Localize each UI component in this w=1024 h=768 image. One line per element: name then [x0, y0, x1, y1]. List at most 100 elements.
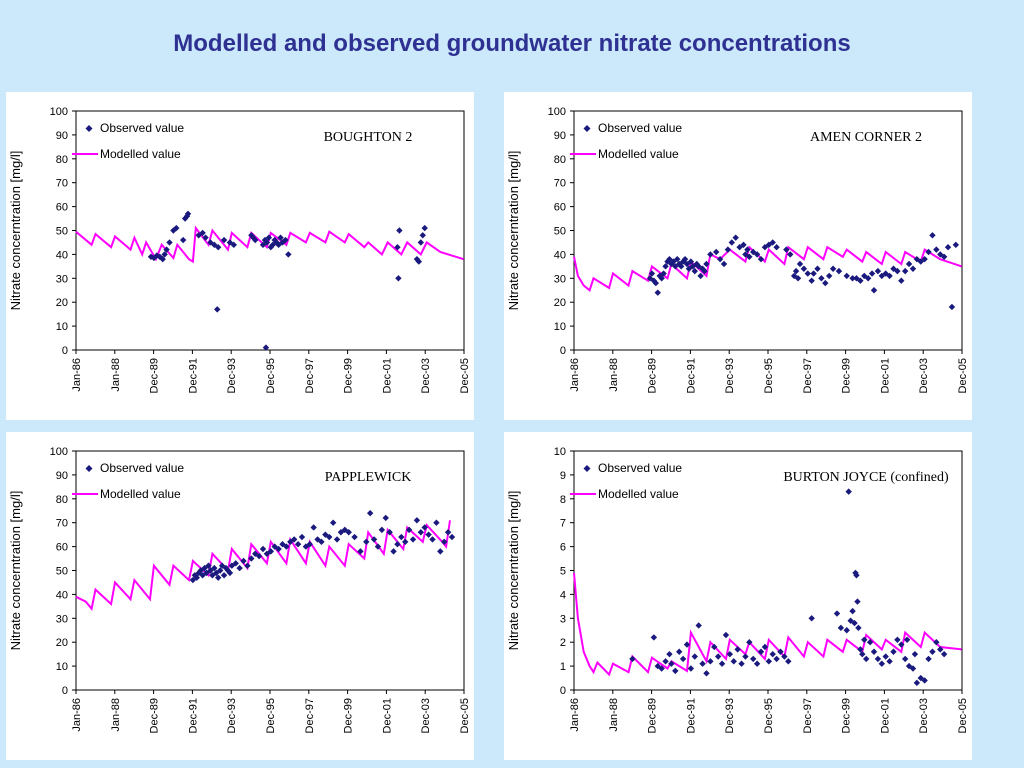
y-tick-label: 70 — [56, 518, 68, 530]
observed-point — [444, 529, 452, 536]
observed-point — [378, 526, 386, 534]
observed-point — [734, 646, 741, 653]
x-tick-label: Dec-05 — [459, 358, 471, 393]
observed-point — [878, 660, 886, 667]
x-tick-label: Jan-88 — [110, 698, 122, 732]
observed-point — [730, 658, 737, 665]
legend-observed-label: Observed value — [100, 121, 184, 135]
observed-point — [271, 236, 278, 244]
observed-point — [794, 275, 802, 282]
observed-point — [757, 648, 765, 655]
observed-point — [437, 548, 444, 555]
chart-svg: 0 10 20 30 40 50 60 70 80 90 100 Jan-86 Jan-88 Dec-89… — [8, 106, 471, 393]
observed-point — [773, 655, 780, 663]
observed-point — [215, 244, 222, 251]
observed-point — [691, 267, 698, 275]
y-tick-label: 30 — [56, 613, 68, 625]
observed-point — [905, 260, 913, 268]
observed-point — [695, 622, 702, 629]
x-tick-label: Dec-91 — [187, 698, 199, 733]
observed-point — [699, 660, 706, 667]
y-tick-label: 100 — [50, 446, 68, 458]
observed-point — [753, 660, 761, 667]
observed-point — [656, 272, 663, 280]
observed-point — [240, 557, 247, 565]
observed-point — [870, 648, 878, 655]
observed-point — [662, 658, 669, 665]
observed-point — [425, 531, 432, 538]
observed-point — [845, 488, 852, 495]
observed-point — [913, 679, 921, 687]
observed-point — [263, 239, 271, 246]
x-tick-label: Dec-01 — [879, 698, 891, 733]
observed-point — [837, 624, 845, 632]
observed-point — [259, 545, 267, 553]
observed-point — [843, 272, 850, 280]
x-tick-label: Dec-03 — [420, 698, 432, 733]
observed-point — [707, 251, 714, 258]
observed-point — [849, 607, 856, 615]
legend-modelled-label: Modelled value — [100, 487, 181, 501]
observed-point — [726, 650, 734, 658]
x-tick-label: Dec-99 — [841, 698, 853, 733]
observed-point — [382, 514, 389, 522]
x-tick-label: Dec-99 — [841, 358, 853, 393]
y-axis-title: Nitrate concerntration [mg/l] — [8, 151, 23, 311]
observed-point — [244, 562, 251, 569]
x-tick-label: Dec-89 — [647, 358, 659, 393]
page-title: Modelled and observed groundwater nitrat… — [173, 30, 851, 57]
y-tick-label: 0 — [62, 345, 68, 357]
observed-point — [882, 270, 889, 277]
observed-point — [952, 241, 960, 249]
observed-point — [211, 241, 218, 249]
chart-panel-burton-joyce: 0 1 2 3 4 5 6 7 8 9 10 Jan-86 Jan-88 Dec-89 Dec-91 Dec-… — [504, 432, 972, 760]
observed-point — [898, 641, 905, 648]
observed-point — [713, 248, 720, 256]
y-axis-title: Nitrate concerntration [mg/l] — [8, 491, 23, 651]
x-tick-label: Dec-93 — [724, 698, 736, 733]
y-tick-label: 0 — [560, 345, 566, 357]
observed-point — [808, 277, 815, 284]
observed-point — [211, 564, 218, 572]
observed-point — [433, 519, 440, 526]
x-tick-label: Dec-93 — [226, 358, 238, 393]
observed-point — [870, 287, 878, 294]
observed-point — [855, 624, 862, 632]
y-tick-label: 0 — [62, 685, 68, 697]
observed-point — [672, 667, 679, 675]
observed-point — [773, 244, 780, 251]
observed-point — [769, 650, 776, 658]
observed-point — [707, 658, 714, 665]
y-tick-label: 10 — [554, 446, 566, 458]
site-label: BURTON JOYCE (confined) — [783, 470, 949, 485]
observed-point — [252, 236, 259, 244]
observed-point — [804, 270, 811, 277]
observed-point — [666, 650, 673, 658]
y-tick-label: 40 — [56, 249, 68, 261]
observed-point — [874, 267, 882, 275]
observed-point — [405, 526, 413, 534]
observed-point — [948, 303, 956, 311]
x-tick-label: Jan-88 — [608, 698, 620, 732]
observed-point — [857, 277, 864, 284]
observed-point — [722, 631, 730, 639]
observed-point — [652, 279, 660, 287]
observed-point — [184, 210, 192, 217]
chart-svg: 0 10 20 30 40 50 60 70 80 90 100 Jan-86 Jan-88 Dec-89… — [8, 446, 471, 733]
observed-point — [220, 572, 228, 579]
observed-point — [901, 267, 909, 275]
observed-point — [282, 236, 289, 244]
observed-point — [728, 239, 735, 246]
observed-point — [398, 533, 405, 541]
observed-point — [170, 227, 177, 234]
observed-point — [847, 617, 854, 624]
modelled-line — [573, 245, 963, 292]
observed-point — [216, 567, 224, 574]
observed-point — [679, 655, 687, 663]
x-tick-label: Dec-95 — [763, 698, 775, 733]
observed-point — [333, 536, 341, 543]
observed-point — [818, 275, 825, 282]
y-tick-label: 8 — [560, 494, 566, 506]
x-tick-label: Dec-01 — [879, 358, 891, 393]
y-tick-label: 60 — [554, 202, 566, 214]
